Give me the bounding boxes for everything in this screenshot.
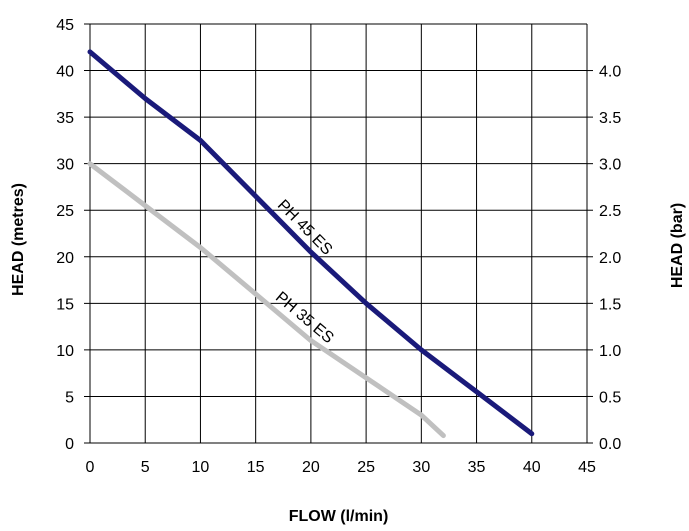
x-axis-label: FLOW (l/min) bbox=[289, 508, 389, 525]
y-tick-label: 45 bbox=[56, 17, 74, 34]
y-tick-label: 5 bbox=[65, 389, 74, 406]
y2-tick-label: 2.0 bbox=[599, 250, 621, 267]
y2-tick-label: 0.0 bbox=[599, 436, 621, 453]
y-tick-label: 10 bbox=[56, 343, 74, 360]
x-tick-label: 25 bbox=[357, 459, 375, 476]
y2-tick-label: 4.0 bbox=[599, 64, 621, 81]
y2-axis-label: HEAD (bar) bbox=[669, 203, 686, 288]
x-tick-label: 40 bbox=[523, 459, 541, 476]
y-tick-label: 25 bbox=[56, 203, 74, 220]
series-lines bbox=[87, 49, 535, 439]
y2-tick-label: 0.5 bbox=[599, 389, 621, 406]
tick-labels: 0 5 10 15 20 25 30 35 40 450510152025303540450.00… bbox=[56, 17, 621, 476]
y2-tick-label: 1.5 bbox=[599, 296, 621, 313]
x-tick-label: 35 bbox=[468, 459, 486, 476]
y2-tick-label: 2.5 bbox=[599, 203, 621, 220]
y-tick-label: 15 bbox=[56, 296, 74, 313]
series-line-1 bbox=[87, 49, 535, 437]
series-line-2 bbox=[87, 161, 446, 439]
x-tick-label: 15 bbox=[247, 459, 265, 476]
x-tick-label: 0 bbox=[86, 459, 95, 476]
series-label-1: PH 45 ES bbox=[274, 197, 336, 259]
y-tick-label: 30 bbox=[56, 157, 74, 174]
y-tick-label: 20 bbox=[56, 250, 74, 267]
y-tick-label: 35 bbox=[56, 110, 74, 127]
x-tick-label: 45 bbox=[578, 459, 596, 476]
y-tick-label: 40 bbox=[56, 64, 74, 81]
x-tick-label: 30 bbox=[412, 459, 430, 476]
grid-lines bbox=[84, 23, 593, 444]
x-tick-label: 5 bbox=[141, 459, 150, 476]
y-axis-label: HEAD (metres) bbox=[10, 183, 27, 296]
x-tick-label: 10 bbox=[192, 459, 210, 476]
y2-tick-label: 1.0 bbox=[599, 343, 621, 360]
x-tick-label: 20 bbox=[302, 459, 320, 476]
y2-tick-label: 3.0 bbox=[599, 157, 621, 174]
y2-tick-label: 3.5 bbox=[599, 110, 621, 127]
y-tick-label: 0 bbox=[65, 436, 74, 453]
